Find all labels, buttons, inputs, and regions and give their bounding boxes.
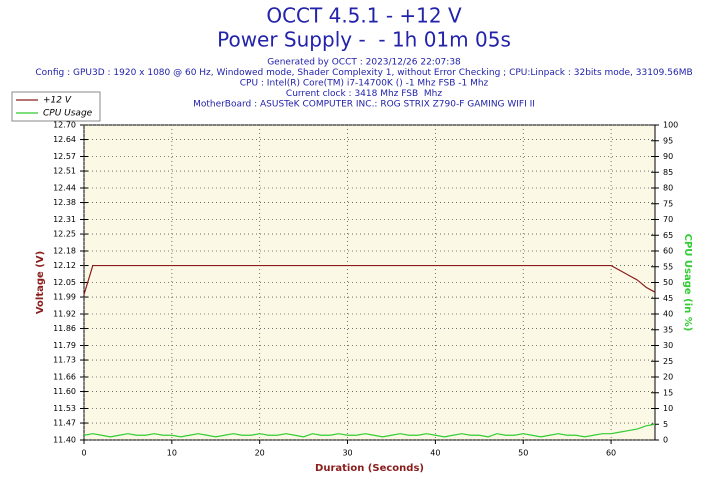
legend-label: CPU Usage xyxy=(43,109,93,119)
y-tick-label: 11.60 xyxy=(53,387,76,396)
info-line: MotherBoard : ASUSTeK COMPUTER INC.: ROG… xyxy=(193,100,535,110)
y2-tick-label: 90 xyxy=(663,152,673,161)
y2-tick-label: 80 xyxy=(663,184,673,193)
y2-tick-label: 65 xyxy=(663,231,673,240)
y-tick-label: 12.57 xyxy=(53,152,76,161)
y-tick-label: 11.66 xyxy=(53,373,76,382)
y-tick-label: 12.12 xyxy=(53,261,76,270)
y2-tick-label: 55 xyxy=(663,262,673,271)
x-tick-label: 60 xyxy=(606,449,616,458)
y2-tick-label: 5 xyxy=(663,420,668,429)
y-tick-label: 12.44 xyxy=(53,184,76,193)
y2-tick-label: 75 xyxy=(663,199,673,208)
y-tick-label: 11.40 xyxy=(53,436,76,445)
y-tick-label: 11.92 xyxy=(53,310,76,319)
y-tick-label: 12.70 xyxy=(53,121,76,130)
chart-title: OCCT 4.5.1 - +12 V xyxy=(266,4,462,28)
y2-tick-label: 85 xyxy=(663,168,673,177)
plot-area xyxy=(83,124,656,441)
x-tick-label: 10 xyxy=(167,449,177,458)
y-tick-label: 11.86 xyxy=(53,324,76,333)
y2-tick-label: 50 xyxy=(663,278,673,287)
x-tick-label: 20 xyxy=(255,449,265,458)
chart-subtitle: Power Supply - - 1h 01m 05s xyxy=(217,28,511,52)
x-tick-label: 50 xyxy=(518,449,528,458)
y-tick-label: 11.79 xyxy=(53,341,76,350)
y-tick-label: 12.64 xyxy=(53,135,76,144)
y2-tick-label: 0 xyxy=(663,436,668,445)
x-tick-label: 40 xyxy=(430,449,440,458)
y2-tick-label: 95 xyxy=(663,136,673,145)
y2-tick-label: 60 xyxy=(663,247,673,256)
series-line xyxy=(83,423,656,438)
y-tick-label: 11.53 xyxy=(53,404,76,413)
y2-tick-label: 45 xyxy=(663,294,673,303)
series-line xyxy=(83,264,656,295)
info-line: Generated by OCCT : 2023/12/26 22:07:38 xyxy=(267,58,461,68)
x-tick-label: 30 xyxy=(342,449,352,458)
y2-tick-label: 30 xyxy=(663,341,673,350)
y-tick-label: 12.51 xyxy=(53,167,76,176)
y-tick-label: 12.25 xyxy=(53,230,76,239)
y2-tick-label: 35 xyxy=(663,325,673,334)
legend-label: +12 V xyxy=(43,96,72,106)
info-line: CPU : Intel(R) Core(TM) i7-14700K () -1 … xyxy=(240,79,489,89)
x-axis-label: Duration (Seconds) xyxy=(315,463,424,474)
y2-axis-label: CPU Usage (in %) xyxy=(682,234,693,332)
y2-tick-label: 25 xyxy=(663,357,673,366)
y-tick-label: 11.47 xyxy=(53,419,76,428)
y-axis-label: Voltage (V) xyxy=(35,251,46,314)
y-tick-label: 12.31 xyxy=(53,215,76,224)
y2-tick-label: 15 xyxy=(663,388,673,397)
y2-tick-label: 40 xyxy=(663,310,673,319)
y2-tick-label: 20 xyxy=(663,373,673,382)
y2-tick-label: 100 xyxy=(663,121,678,130)
y-tick-label: 12.05 xyxy=(53,278,76,287)
info-line: Config : GPU3D : 1920 x 1080 @ 60 Hz, Wi… xyxy=(35,68,692,78)
y-tick-label: 11.73 xyxy=(53,356,76,365)
y2-tick-label: 70 xyxy=(663,215,673,224)
y-tick-label: 12.18 xyxy=(53,247,76,256)
y2-tick-label: 10 xyxy=(663,404,673,413)
info-line: Current clock : 3418 Mhz FSB Mhz xyxy=(286,89,442,99)
y-tick-label: 12.38 xyxy=(53,198,76,207)
legend-box xyxy=(11,91,101,122)
y-tick-label: 11.99 xyxy=(53,293,76,302)
x-tick-label: 0 xyxy=(81,449,86,458)
